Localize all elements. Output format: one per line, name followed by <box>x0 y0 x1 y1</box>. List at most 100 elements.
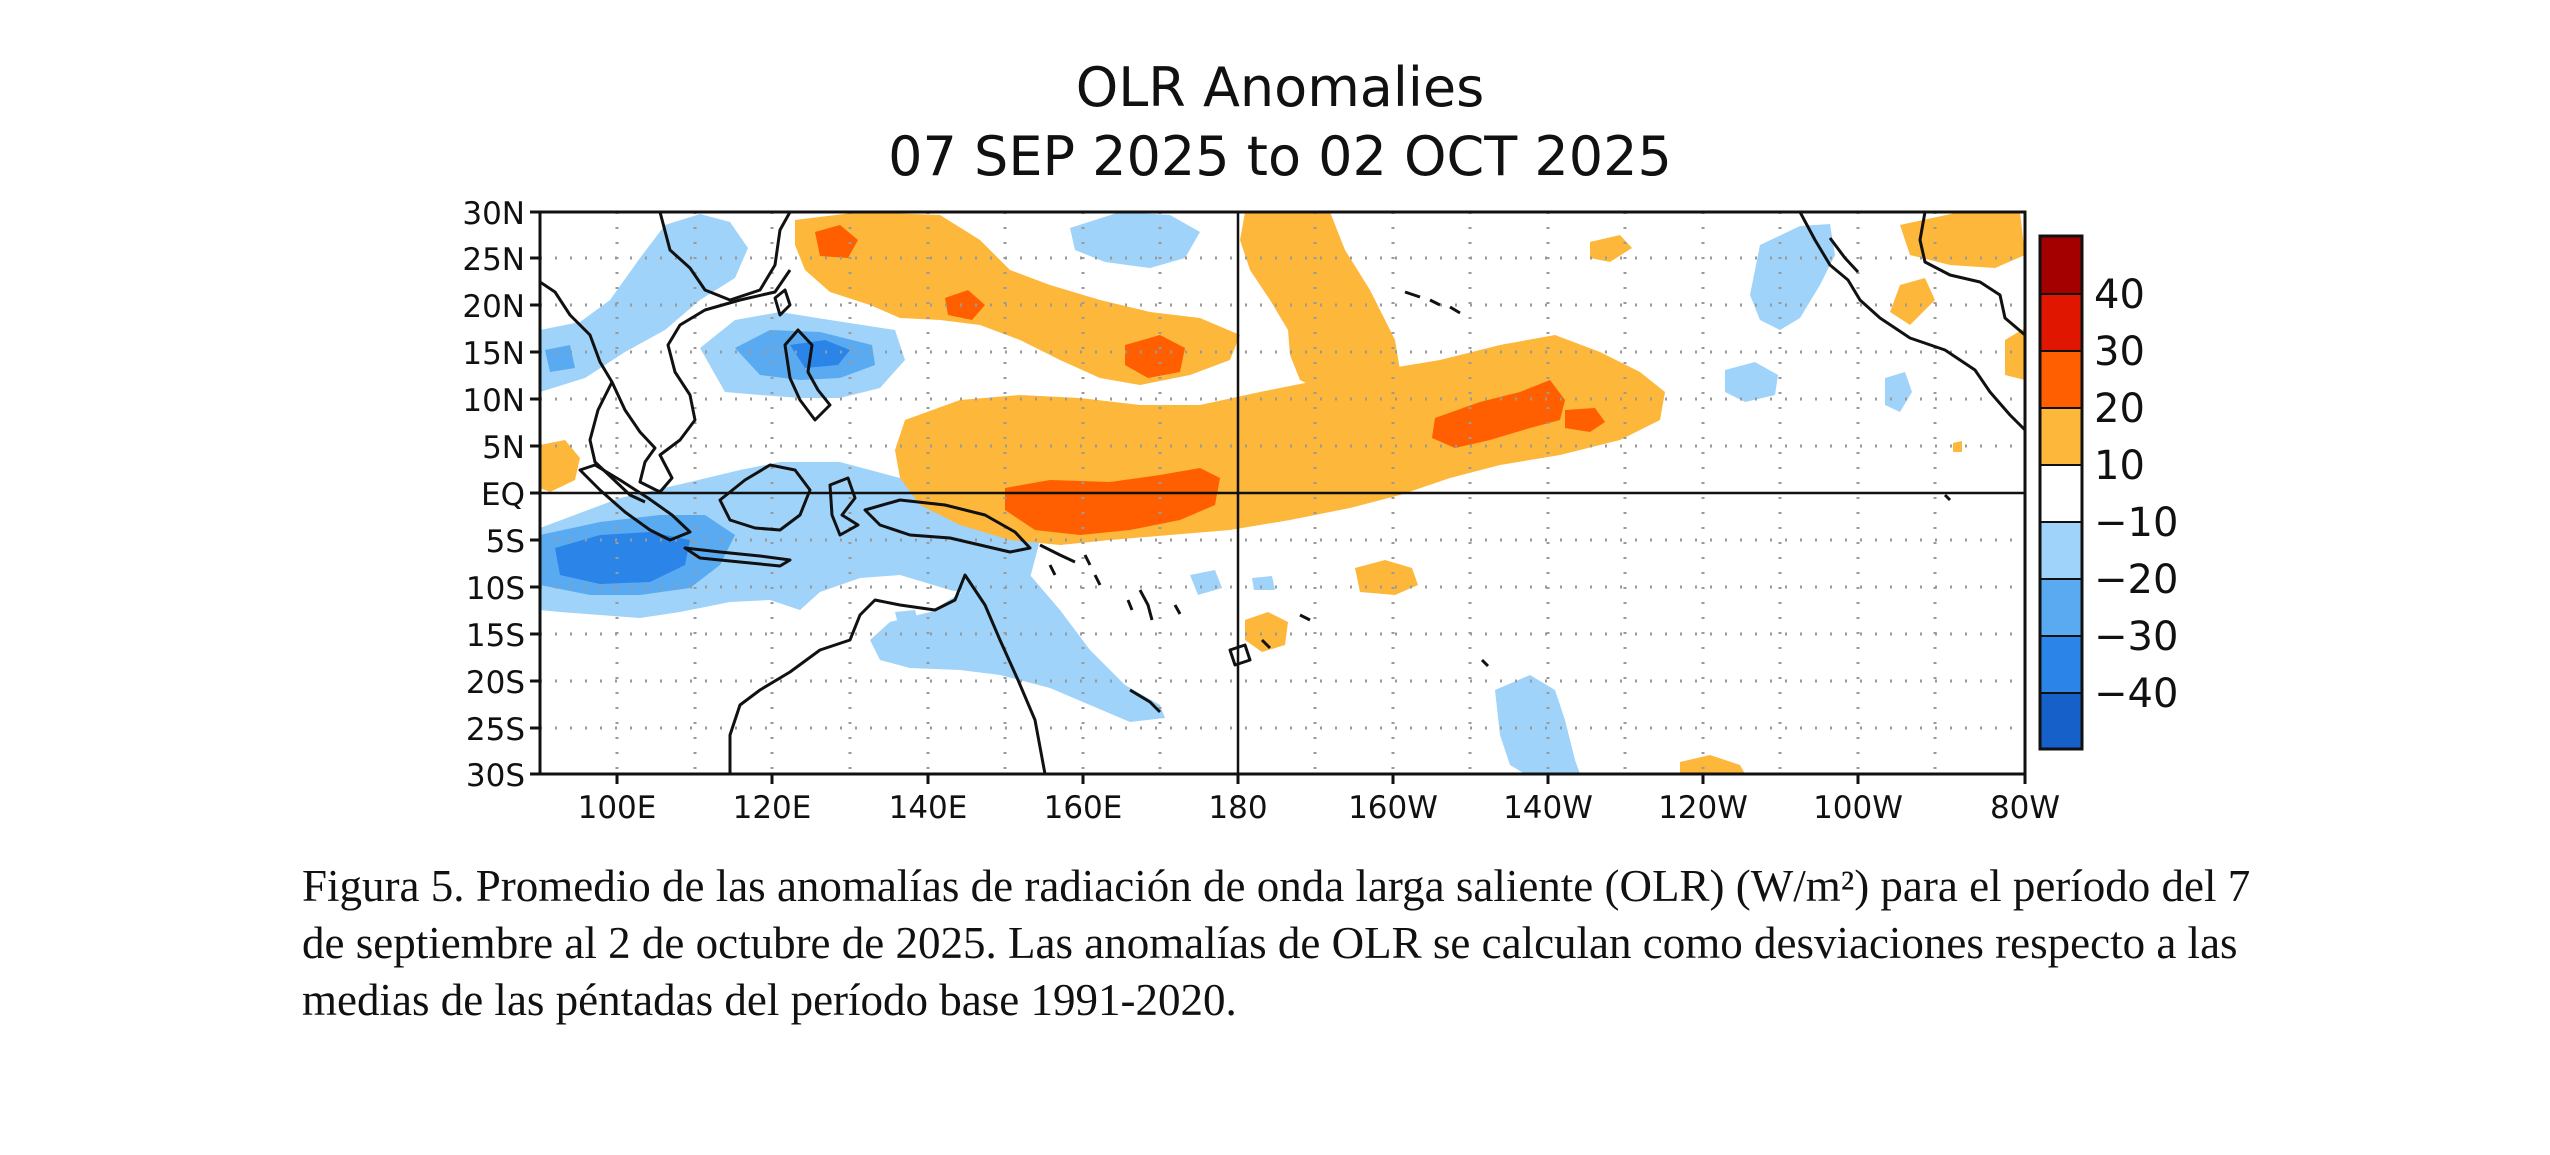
colorbar-label-30: 30 <box>2094 329 2145 375</box>
neg10-region-central-pacific-south <box>1495 675 1580 774</box>
title-line-1: OLR Anomalies <box>1076 56 1485 119</box>
coast-sulawesi <box>828 476 860 537</box>
coast-philippines <box>783 328 832 422</box>
coast-taiwan <box>773 288 792 317</box>
pos10-region-south-east <box>1680 755 1745 774</box>
coast-small-islands <box>1048 554 1490 668</box>
map-plot <box>540 212 2025 774</box>
pos20-region-central-pacific-b <box>1565 408 1605 432</box>
pos10-region-west-edge <box>540 440 580 492</box>
lon-label-160w: 160W <box>1348 790 1438 826</box>
coast-new-caledonia <box>1129 688 1162 714</box>
coast-north-america <box>1798 212 2025 432</box>
neg10-region-small-island-a <box>1190 570 1222 595</box>
colorbar-swatch-neutral <box>2040 465 2082 522</box>
lon-label-180: 180 <box>1208 790 1267 826</box>
coast-malay-peninsula <box>588 381 646 504</box>
colorbar-swatch-neg40 <box>2040 693 2082 749</box>
colorbar-swatch-neg20 <box>2040 579 2082 636</box>
coast-vanuatu <box>1138 589 1154 621</box>
lon-label-160e: 160E <box>1044 790 1123 826</box>
lon-label-80w: 80W <box>1990 790 2060 826</box>
coast-australia <box>728 573 1047 774</box>
negative-anomaly-regions <box>540 212 1912 774</box>
colorbar-swatch-pos20 <box>2040 351 2082 408</box>
pos20-region-central-pacific <box>1432 380 1565 448</box>
figure-caption: Figura 5. Promedio de las anomalías de r… <box>302 861 2251 1025</box>
colorbar-label-10: 10 <box>2094 443 2145 489</box>
coast-galapagos <box>1943 493 1952 502</box>
pos10-region-small-north-east <box>1590 235 1632 262</box>
lat-label-eq: EQ <box>481 477 525 513</box>
pos20-region-equatorial <box>1005 468 1220 535</box>
lat-label-20n: 20N <box>462 289 525 325</box>
neg30-region-indian-ocean-core <box>555 532 690 584</box>
neg10-region-north-pacific-west <box>1070 212 1200 268</box>
pos20-region-west-north-b <box>945 290 985 320</box>
lat-label-15n: 15N <box>462 336 525 372</box>
colorbar-label-40: 40 <box>2094 272 2145 318</box>
lat-label-5n: 5N <box>482 430 525 466</box>
neg20-region-bengal-small <box>545 345 575 372</box>
coast-fiji <box>1228 643 1252 667</box>
pos20-region-west-north-a <box>815 225 858 258</box>
lon-label-120e: 120E <box>733 790 812 826</box>
lon-labels: 100E 120E 140E 160E 180 160W 140W 120W 1… <box>578 790 2060 826</box>
colorbar-swatch-neg10 <box>2040 522 2082 579</box>
colorbar-label-neg40: −40 <box>2094 671 2178 717</box>
lon-label-100e: 100E <box>578 790 657 826</box>
lat-label-10n: 10N <box>462 383 525 419</box>
coast-gulf-mexico <box>1918 212 2025 337</box>
pos10-region-tiny-east <box>1953 441 1962 452</box>
colorbar-frame <box>2038 234 2084 751</box>
pos10-region-small-south <box>1245 612 1288 652</box>
coastlines <box>540 212 2025 774</box>
neg10-region-small-island-c <box>895 610 920 632</box>
lon-label-120w: 120W <box>1658 790 1748 826</box>
neg10-region-small-island-b <box>1252 576 1275 590</box>
lat-label-30n: 30N <box>462 196 525 232</box>
colorbar-swatch-neg30 <box>2040 636 2082 693</box>
colorbar-label-neg20: −20 <box>2094 557 2178 603</box>
lat-label-15s: 15S <box>466 618 525 654</box>
colorbar-label-neg30: −30 <box>2094 614 2178 660</box>
lat-label-20s: 20S <box>466 665 525 701</box>
coast-sumatra <box>578 463 692 542</box>
colorbar-label-20: 20 <box>2094 386 2145 432</box>
coast-new-guinea <box>863 498 1032 554</box>
lat-label-30s: 30S <box>466 758 525 794</box>
lat-label-5s: 5S <box>486 524 525 560</box>
lon-label-140e: 140E <box>889 790 968 826</box>
colorbar: 40 30 20 10 −10 −20 −30 −40 <box>2038 234 2178 751</box>
neg30-region-philippine-sea-core <box>790 340 850 368</box>
pos10-region-west-pacific-north <box>795 212 1240 385</box>
pos10-region-small-east-a <box>1355 560 1418 595</box>
colorbar-label-neg10: −10 <box>2094 500 2178 546</box>
coast-baja <box>1828 237 1860 274</box>
neg10-region-east-pacific-small-b <box>1885 372 1912 412</box>
coast-borneo <box>718 463 812 532</box>
lat-label-25n: 25N <box>462 242 525 278</box>
coast-indochina <box>540 269 792 494</box>
lat-tick-marks <box>530 210 540 776</box>
pos20-region-west-north-c <box>1125 335 1185 378</box>
colorbar-swatch-pos30 <box>2040 294 2082 351</box>
coast-java <box>683 546 792 568</box>
lat-labels: 30N 25N 20N 15N 10N 5N EQ 5S 10S 15S 20S… <box>462 196 525 794</box>
pos10-region-far-east-b <box>1890 278 1935 325</box>
lat-label-10s: 10S <box>466 571 525 607</box>
coast-china <box>658 212 792 302</box>
colorbar-swatch-pos10 <box>2040 408 2082 465</box>
title-line-2: 07 SEP 2025 to 02 OCT 2025 <box>888 125 1672 188</box>
colorbar-swatch-pos40 <box>2040 236 2082 294</box>
coast-solomon <box>1039 543 1076 564</box>
pos10-region-east-edge <box>2005 328 2025 380</box>
lon-tick-marks <box>615 774 2027 784</box>
coast-hawaii <box>1404 290 1461 315</box>
neg10-region-coral-sea-band <box>870 560 1165 722</box>
pos10-region-far-east-north <box>1900 212 2025 268</box>
neg10-region-east-pacific-small-a <box>1725 362 1778 402</box>
lon-label-100w: 100W <box>1813 790 1903 826</box>
lat-label-25s: 25S <box>466 712 525 748</box>
lon-label-140w: 140W <box>1503 790 1593 826</box>
